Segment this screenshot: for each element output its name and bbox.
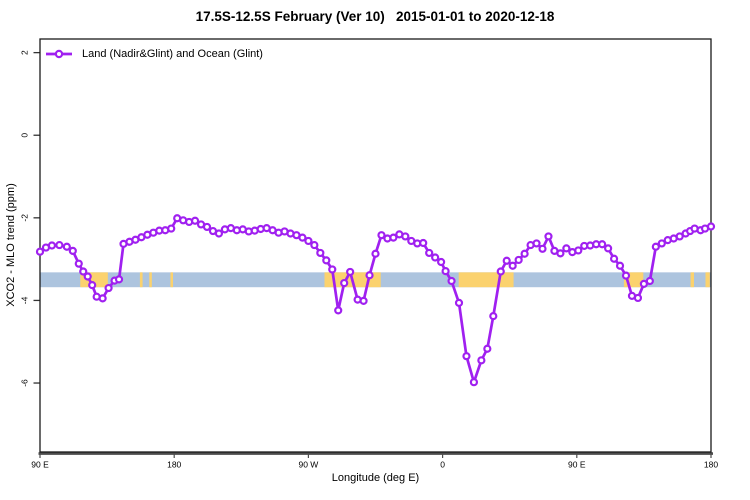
data-point <box>425 248 434 258</box>
data-point <box>214 229 224 238</box>
orange-reference-band <box>139 272 143 288</box>
data-point <box>609 254 619 263</box>
data-point <box>304 236 313 246</box>
plot-box <box>39 38 712 453</box>
data-point <box>334 306 343 315</box>
x-tick-label: 90 W <box>298 460 318 470</box>
data-point <box>437 257 446 267</box>
data-point <box>419 238 428 248</box>
data-point <box>598 240 607 249</box>
data-point <box>706 222 716 231</box>
data-point <box>639 279 649 289</box>
legend: Land (Nadir&Glint) and Ocean (Glint) <box>44 47 263 61</box>
chart-title: 17.5S-12.5S February (Ver 10) 2015-01-01… <box>195 9 555 24</box>
data-point <box>657 239 666 248</box>
data-point <box>538 244 547 253</box>
data-point <box>645 276 654 286</box>
data-point <box>496 267 505 276</box>
data-point <box>322 256 331 265</box>
data-point <box>316 248 325 258</box>
data-point <box>340 278 349 288</box>
legend-swatch <box>46 49 72 59</box>
data-point <box>441 267 450 276</box>
x-axis-title: Longitude (deg E) <box>331 472 420 484</box>
x-tick-label: 180 <box>167 460 181 470</box>
data-point <box>365 271 374 280</box>
data-point <box>202 222 212 232</box>
data-point <box>55 240 64 250</box>
orange-reference-band <box>170 272 174 288</box>
data-point <box>98 294 107 303</box>
data-point <box>35 247 45 256</box>
legend-open-circle-icon <box>54 49 64 59</box>
data-point <box>401 232 410 241</box>
orange-reference-band <box>458 272 514 288</box>
data-point <box>574 246 583 255</box>
x-tick-label: 90 E <box>31 460 49 470</box>
orange-reference-band <box>690 272 695 288</box>
data-point <box>520 249 529 258</box>
data-point <box>633 293 643 303</box>
y-tick-label: 2 <box>20 50 30 55</box>
data-point <box>298 233 307 242</box>
data-point <box>544 232 553 241</box>
data-point <box>615 261 625 270</box>
data-point <box>114 275 124 284</box>
data-point <box>62 242 71 251</box>
orange-reference-band <box>149 272 152 288</box>
data-point <box>79 267 88 276</box>
data-point <box>190 216 200 225</box>
y-tick-label: -2 <box>20 214 30 222</box>
data-point <box>532 239 541 248</box>
x-tick-label: 180 <box>704 460 718 470</box>
legend-label: Land (Nadir&Glint) and Ocean (Glint) <box>82 48 263 60</box>
data-point <box>604 244 613 253</box>
data-point <box>562 244 571 253</box>
data-point <box>68 246 77 255</box>
x-tick-label: 0 <box>440 460 445 470</box>
data-point <box>359 296 368 305</box>
data-point <box>328 265 337 274</box>
data-point <box>431 253 440 262</box>
data-point <box>47 241 57 250</box>
y-axis-title: XCO2 - MLO trend (ppm) <box>5 183 17 307</box>
y-tick-label: 0 <box>20 133 30 138</box>
data-point <box>469 378 479 387</box>
x-tick-label: 90 E <box>568 460 586 470</box>
data-point <box>74 259 83 268</box>
data-point <box>454 298 464 308</box>
data-point <box>675 232 684 241</box>
data-point <box>447 276 456 286</box>
data-line <box>38 216 713 384</box>
data-point <box>508 261 517 270</box>
data-point <box>371 249 380 258</box>
data-point <box>346 267 355 277</box>
data-point <box>502 256 511 265</box>
data-point <box>621 271 631 280</box>
data-point <box>556 249 565 258</box>
data-point <box>83 272 92 281</box>
y-tick-label: -6 <box>20 379 30 387</box>
data-point <box>389 233 398 242</box>
data-point <box>310 240 319 250</box>
data-point <box>477 356 486 365</box>
data-point <box>651 242 660 251</box>
data-point <box>514 255 523 265</box>
y-tick-label: -4 <box>20 296 30 304</box>
orange-reference-band <box>705 272 710 288</box>
data-point <box>462 352 471 361</box>
data-point <box>167 224 176 233</box>
data-point <box>104 283 113 293</box>
data-point <box>489 312 498 321</box>
data-point <box>483 344 492 353</box>
data-point <box>88 281 97 290</box>
data-point <box>377 231 386 240</box>
